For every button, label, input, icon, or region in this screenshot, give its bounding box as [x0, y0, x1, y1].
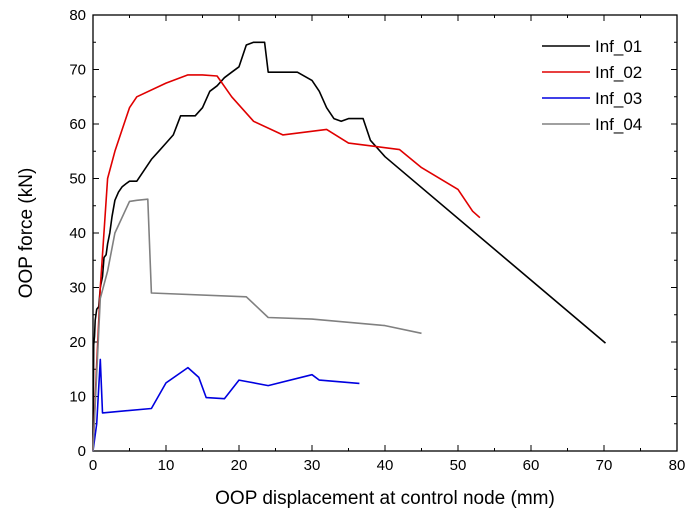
y-tick-label: 10: [69, 389, 86, 406]
series-line-inf-03: [92, 358, 360, 452]
y-tick-label: 30: [69, 280, 86, 297]
x-tick-label: 10: [158, 457, 175, 474]
legend: Inf_01 Inf_02 Inf_03 Inf_04: [542, 37, 642, 134]
y-tick-label: 0: [78, 443, 86, 460]
x-tick-label: 30: [304, 457, 321, 474]
axes: 0 10 20 30 40 50 60 70 80 0 10 20 30 40 50 60 70 80: [69, 7, 685, 474]
y-tick-label: 20: [69, 334, 86, 351]
plot-area: [92, 14, 678, 452]
y-axis-label: OOP force (kN): [16, 168, 37, 299]
y-tick-label: 80: [69, 7, 86, 24]
series-layer: [92, 41, 607, 452]
y-tick-label: 40: [69, 225, 86, 242]
legend-label-inf-02: Inf_02: [595, 63, 642, 82]
y-tick-label: 50: [69, 171, 86, 188]
x-tick-label: 80: [669, 457, 686, 474]
x-tick-label: 0: [89, 457, 97, 474]
y-tick-label: 60: [69, 116, 86, 133]
legend-label-inf-03: Inf_03: [595, 89, 642, 108]
y-tick-label: 70: [69, 62, 86, 79]
x-tick-label: 70: [596, 457, 613, 474]
series-line-inf-01: [92, 41, 607, 452]
x-tick-label: 40: [377, 457, 394, 474]
series-line-inf-02: [92, 74, 481, 452]
x-axis-label: OOP displacement at control node (mm): [215, 488, 555, 509]
series-line-inf-04: [92, 198, 422, 452]
legend-label-inf-04: Inf_04: [595, 115, 642, 134]
legend-label-inf-01: Inf_01: [595, 37, 642, 56]
x-tick-label: 20: [231, 457, 248, 474]
x-tick-label: 60: [523, 457, 540, 474]
x-tick-label: 50: [450, 457, 467, 474]
